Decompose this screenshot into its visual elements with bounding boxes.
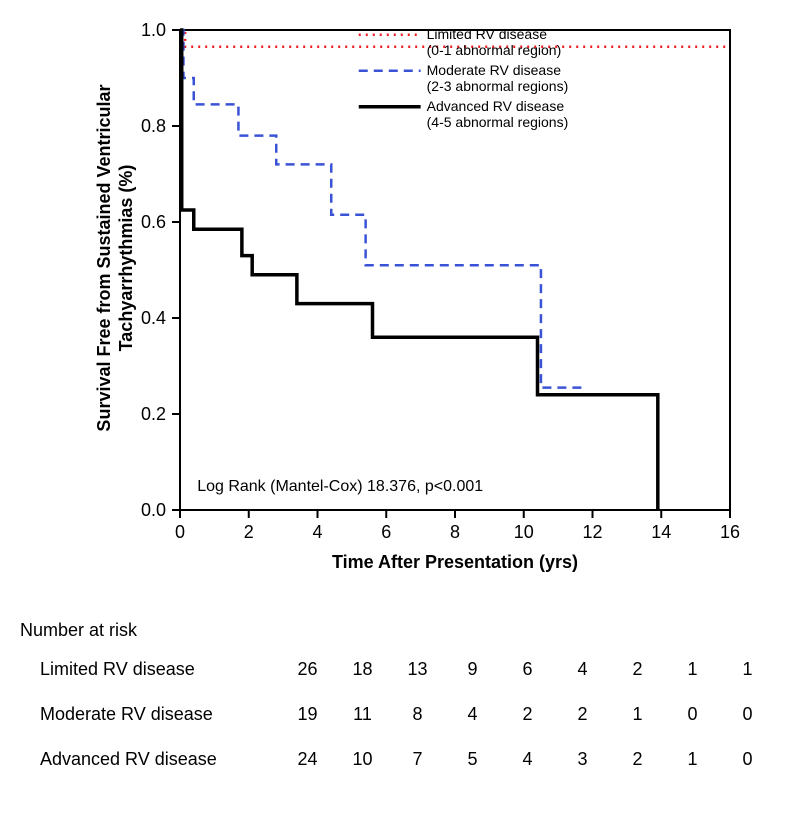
number-at-risk-table: Number at risk Limited RV disease2618139… — [20, 620, 780, 794]
legend-sub-advanced: (4-5 abnormal regions) — [427, 114, 569, 130]
risk-row: Limited RV disease261813964211 — [20, 659, 780, 680]
x-tick-label: 12 — [582, 522, 602, 542]
x-tick-label: 14 — [651, 522, 671, 542]
page-root: 0246810121416Time After Presentation (yr… — [0, 0, 800, 821]
risk-row-label: Limited RV disease — [20, 659, 280, 680]
risk-cell: 26 — [280, 659, 335, 680]
risk-cell: 2 — [610, 749, 665, 770]
risk-cell: 2 — [610, 659, 665, 680]
risk-row-cells: 24107543210 — [280, 749, 775, 770]
risk-row-cells: 19118422100 — [280, 704, 775, 725]
x-axis-label: Time After Presentation (yrs) — [332, 552, 578, 572]
risk-cell: 1 — [610, 704, 665, 725]
risk-cell: 0 — [665, 704, 720, 725]
risk-cell: 9 — [445, 659, 500, 680]
risk-cell: 0 — [720, 749, 775, 770]
y-tick-label: 0.8 — [141, 116, 166, 136]
risk-cell: 2 — [555, 704, 610, 725]
logrank-annotation: Log Rank (Mantel-Cox) 18.376, p<0.001 — [197, 478, 483, 495]
risk-cell: 10 — [335, 749, 390, 770]
y-tick-label: 0.6 — [141, 212, 166, 232]
risk-cell: 8 — [390, 704, 445, 725]
risk-row-label: Advanced RV disease — [20, 749, 280, 770]
risk-row: Advanced RV disease24107543210 — [20, 749, 780, 770]
y-axis-label-line2: Tachyarrhythmias (%) — [116, 165, 136, 352]
risk-row: Moderate RV disease19118422100 — [20, 704, 780, 725]
y-axis-label-line1: Survival Free from Sustained Ventricular — [94, 84, 114, 431]
risk-cell: 4 — [555, 659, 610, 680]
risk-row-cells: 261813964211 — [280, 659, 775, 680]
risk-table-title: Number at risk — [20, 620, 780, 641]
km-svg: 0 2 4 6 8 10 12 14 16 Time After Presentation (yr… — [60, 10, 760, 590]
legend-title-limited: Limited RV disease — [427, 26, 548, 42]
x-tick-label: 8 — [450, 522, 460, 542]
x-tick-label: 2 — [244, 522, 254, 542]
risk-cell: 11 — [335, 704, 390, 725]
risk-cell: 18 — [335, 659, 390, 680]
x-tick-label: 6 — [381, 522, 391, 542]
km-chart: 0 2 4 6 8 10 12 14 16 Time After Presentation (yr… — [60, 10, 760, 590]
legend-sub-moderate: (2-3 abnormal regions) — [427, 78, 569, 94]
x-tick-label: 0 — [175, 522, 185, 542]
x-tick-label: 10 — [514, 522, 534, 542]
series-advanced — [180, 30, 658, 510]
risk-cell: 1 — [665, 749, 720, 770]
risk-table-rows: Limited RV disease261813964211Moderate R… — [20, 659, 780, 770]
y-tick-label: 1.0 — [141, 20, 166, 40]
risk-cell: 3 — [555, 749, 610, 770]
risk-cell: 4 — [500, 749, 555, 770]
x-tick-label: 16 — [720, 522, 740, 542]
y-tick-label: 0.4 — [141, 308, 166, 328]
y-tick-label: 0.2 — [141, 404, 166, 424]
risk-cell: 1 — [665, 659, 720, 680]
x-tick-label: 4 — [312, 522, 322, 542]
risk-cell: 5 — [445, 749, 500, 770]
risk-cell: 4 — [445, 704, 500, 725]
risk-cell: 24 — [280, 749, 335, 770]
risk-cell: 19 — [280, 704, 335, 725]
legend-sub-limited: (0-1 abnormal region) — [427, 42, 562, 58]
risk-cell: 13 — [390, 659, 445, 680]
risk-cell: 2 — [500, 704, 555, 725]
risk-row-label: Moderate RV disease — [20, 704, 280, 725]
risk-cell: 7 — [390, 749, 445, 770]
risk-cell: 0 — [720, 704, 775, 725]
y-tick-label: 0.0 — [141, 500, 166, 520]
risk-cell: 1 — [720, 659, 775, 680]
risk-cell: 6 — [500, 659, 555, 680]
legend-title-moderate: Moderate RV disease — [427, 62, 562, 78]
legend-title-advanced: Advanced RV disease — [427, 98, 565, 114]
